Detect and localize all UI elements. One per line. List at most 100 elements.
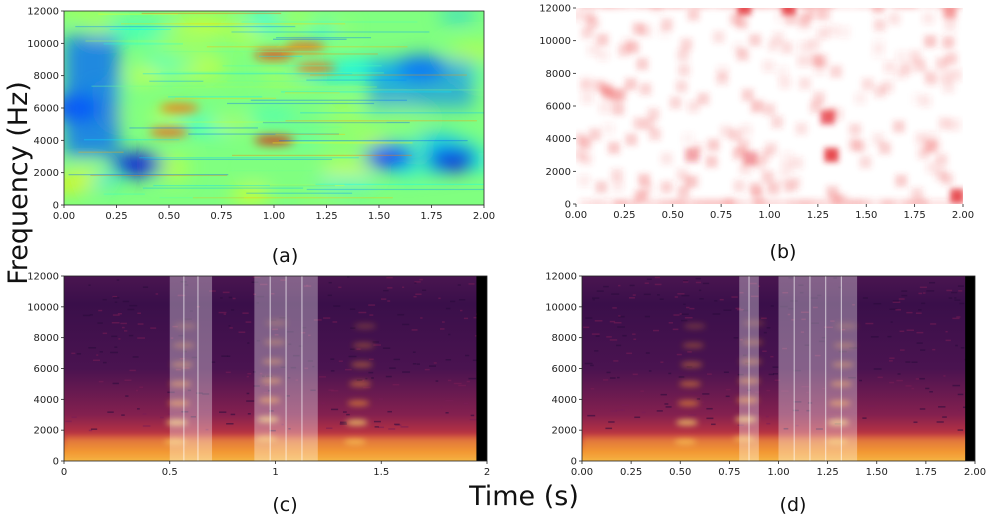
spectrogram-texture-d bbox=[768, 373, 774, 376]
heatmap-cell-b bbox=[858, 199, 871, 204]
heatmap-striation-a bbox=[310, 74, 467, 76]
heatmap-cell-a bbox=[127, 68, 166, 82]
spectrogram-texture-c bbox=[136, 408, 140, 410]
heatmap-cell-b bbox=[680, 38, 693, 51]
ytick-label-c: 4000 bbox=[34, 395, 59, 406]
heatmap-cell-b bbox=[788, 8, 801, 9]
heatmap-cell-a bbox=[230, 28, 264, 43]
heatmap-cell-b bbox=[881, 8, 894, 9]
spectrogram-texture-c bbox=[344, 368, 352, 371]
ytick-label-c: 10000 bbox=[27, 302, 59, 313]
heatmap-cell-b bbox=[651, 8, 664, 13]
spectrogram-texture-d bbox=[918, 309, 922, 311]
heatmap-cell-b bbox=[749, 34, 762, 47]
spectrogram-texture-d bbox=[687, 351, 692, 353]
xtick-label-a: 1.75 bbox=[420, 211, 442, 222]
spectrogram-texture-c bbox=[223, 313, 226, 315]
xtick-label-c: 1.5 bbox=[373, 467, 389, 478]
spectrogram-texture-d bbox=[762, 350, 767, 352]
spectrogram-texture-d bbox=[791, 319, 795, 321]
spectrogram-texture-c bbox=[189, 310, 193, 312]
spectrogram-texture-d bbox=[676, 353, 682, 356]
ytick-label-b: 12000 bbox=[539, 4, 571, 15]
spectrogram-texture-d bbox=[920, 349, 926, 351]
spectrogram-texture-d bbox=[758, 285, 761, 287]
spectrogram-texture-c bbox=[300, 331, 306, 334]
heatmap-cell-b bbox=[872, 38, 885, 51]
heatmap-striation-a bbox=[182, 72, 384, 74]
heatmap-cell-b bbox=[684, 199, 697, 204]
spectrogram-texture-d bbox=[611, 293, 620, 295]
heatmap-striation-a bbox=[142, 187, 304, 189]
spectrogram-texture-d bbox=[815, 428, 823, 430]
spectrogram-texture-c bbox=[123, 330, 128, 332]
heatmap-cell-b bbox=[939, 8, 952, 9]
spectrogram-texture-d bbox=[792, 409, 799, 412]
heatmap-cell-b bbox=[580, 75, 593, 88]
spectrogram-texture-c bbox=[368, 371, 374, 374]
heatmap-cell-b bbox=[830, 65, 843, 78]
ytick-label-c: 2000 bbox=[34, 426, 59, 437]
xtick-label-d: 1.25 bbox=[816, 467, 838, 478]
spectrogram-texture-d bbox=[915, 312, 922, 314]
spectrogram-texture-d bbox=[938, 406, 946, 408]
heatmap-cell-b bbox=[697, 92, 710, 105]
spectrogram-texture-c bbox=[246, 392, 250, 395]
heatmap-cell-b bbox=[636, 58, 649, 71]
spectrogram-texture-c bbox=[229, 327, 233, 329]
spectrogram-texture-d bbox=[804, 344, 810, 346]
spectrogram-texture-c bbox=[247, 372, 252, 375]
heatmap-cell-a bbox=[324, 105, 365, 113]
heatmap-cell-b bbox=[600, 84, 613, 97]
spectrogram-texture-d bbox=[587, 414, 596, 417]
heatmap-cell-b bbox=[578, 174, 591, 187]
heatmap-cell-b bbox=[741, 89, 754, 102]
spectrogram-texture-c bbox=[412, 363, 417, 365]
ytick-label-a: 12000 bbox=[27, 7, 59, 18]
spectrogram-background-d bbox=[582, 276, 975, 461]
spectrogram-texture-c bbox=[385, 375, 392, 378]
spectrogram-texture-d bbox=[957, 429, 964, 431]
spectrogram-texture-d bbox=[895, 309, 901, 311]
spectrogram-texture-c bbox=[319, 376, 327, 378]
spectrogram-texture-c bbox=[222, 291, 230, 294]
spectrogram-texture-c bbox=[268, 389, 271, 392]
spectrogram-texture-d bbox=[833, 277, 837, 279]
heatmap-cell-b bbox=[778, 180, 791, 193]
spectrogram-texture-d bbox=[702, 393, 710, 395]
spectrogram-texture-c bbox=[196, 392, 203, 394]
heatmap-cell-b bbox=[807, 38, 820, 51]
formant-d bbox=[680, 361, 703, 368]
spectrogram-texture-d bbox=[706, 373, 712, 375]
spectrogram-texture-d bbox=[801, 385, 810, 388]
heatmap-cell-a bbox=[89, 20, 111, 36]
heatmap-striation-a bbox=[284, 92, 340, 94]
spectrogram-texture-c bbox=[179, 357, 185, 360]
heatmap-cell-a bbox=[314, 176, 378, 188]
heatmap-cell-b bbox=[916, 199, 929, 204]
heatmap-cell-a bbox=[261, 73, 311, 86]
spectrogram-texture-c bbox=[219, 411, 227, 413]
spectrogram-texture-d bbox=[798, 284, 804, 286]
heatmap-striation-a bbox=[184, 81, 254, 83]
heatmap-striation-a bbox=[174, 97, 277, 99]
heatmap-cell-b bbox=[732, 42, 745, 55]
spectrogram-texture-d bbox=[613, 360, 619, 362]
spectrogram-texture-c bbox=[392, 383, 400, 386]
spectrogram-texture-c bbox=[413, 295, 417, 298]
xtick-label-a: 1.25 bbox=[315, 211, 337, 222]
heatmap-striation-a bbox=[139, 157, 359, 159]
heatmap-striation-a bbox=[273, 38, 347, 40]
spectrogram-texture-c bbox=[389, 367, 396, 369]
spectrogram-texture-d bbox=[782, 404, 786, 406]
spectrogram-texture-d bbox=[901, 294, 908, 297]
xtick-label-c: 2 bbox=[484, 467, 490, 478]
heatmap-cell-a bbox=[197, 106, 221, 118]
spectrogram-texture-c bbox=[327, 294, 332, 297]
spectrogram-texture-c bbox=[474, 335, 478, 337]
spectrogram-texture-d bbox=[706, 417, 714, 420]
xtick-label-b: 0.75 bbox=[710, 210, 732, 221]
lowfreq-energy-c bbox=[64, 436, 487, 461]
heatmap-cell-b bbox=[809, 8, 822, 20]
